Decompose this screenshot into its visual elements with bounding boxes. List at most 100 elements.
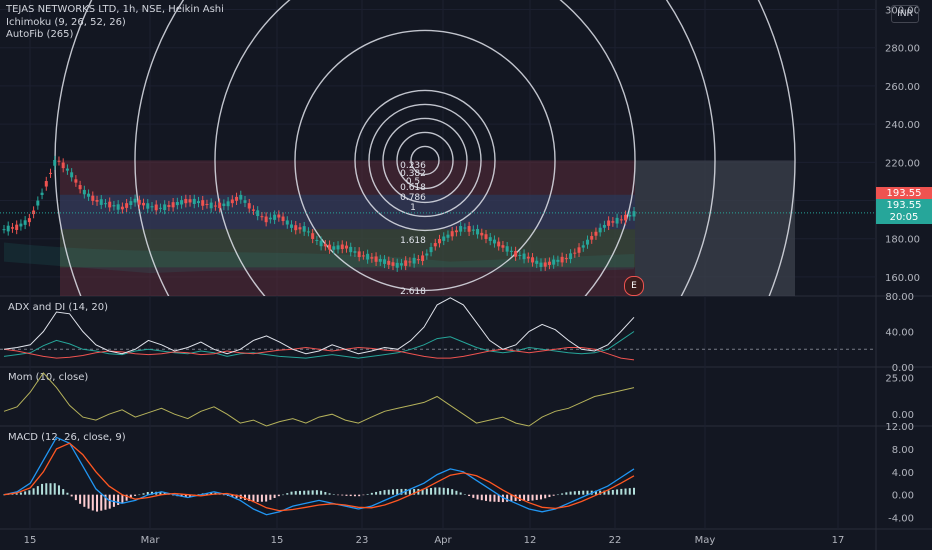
macd-tick-label: 0.00 <box>892 491 914 502</box>
macd-histogram-bar <box>74 494 77 501</box>
fib-arc <box>294 29 556 292</box>
candle-body <box>471 229 475 231</box>
current-price-badge: 193.55 <box>876 199 932 212</box>
momentum-line <box>3 372 635 427</box>
candle-body <box>150 206 154 208</box>
macd-histogram-bar <box>134 494 137 496</box>
macd-histogram-bar <box>125 494 128 501</box>
price-tick-label: 180.00 <box>885 235 920 246</box>
candle-body <box>163 204 167 211</box>
price-tick-label: 240.00 <box>885 120 920 131</box>
candle-body <box>298 227 302 230</box>
macd-histogram-bar <box>523 494 526 501</box>
macd-histogram-bar <box>548 494 551 498</box>
candle-body <box>484 234 488 239</box>
macd-histogram-bar <box>569 491 572 495</box>
candle-body <box>357 251 361 258</box>
earnings-marker[interactable]: E <box>624 276 644 296</box>
macd-histogram-bar <box>222 494 225 496</box>
macd-histogram-bar <box>49 483 52 495</box>
candle-body <box>103 203 107 205</box>
candle-body <box>188 199 192 203</box>
macd-histogram-bar <box>556 494 559 496</box>
macd-histogram-bar <box>375 491 378 495</box>
macd-histogram-bar <box>628 488 631 495</box>
candle-body <box>91 195 95 201</box>
candle-body <box>290 224 294 228</box>
candle-body <box>340 244 344 250</box>
candle-body <box>624 214 628 221</box>
candle-body <box>192 198 196 205</box>
macd-histogram-bar <box>248 494 251 502</box>
candle-body <box>539 262 543 267</box>
time-tick-label: Mar <box>141 535 161 546</box>
candle-body <box>467 226 471 232</box>
macd-histogram-bar <box>303 490 306 495</box>
macd-histogram-bar <box>624 488 627 495</box>
fib-arc <box>134 0 716 296</box>
macd-tick-label: 8.00 <box>892 445 914 456</box>
candle-body <box>429 247 433 253</box>
macd-histogram-bar <box>455 490 458 495</box>
fib-level-label: 0.5 <box>406 177 420 187</box>
candle-body <box>74 179 78 183</box>
macd-histogram-bar <box>413 488 416 495</box>
candle-body <box>378 258 382 262</box>
currency-button[interactable]: INR <box>891 5 919 23</box>
candle-body <box>492 239 496 244</box>
candle-body <box>209 202 213 209</box>
candle-body <box>628 214 632 217</box>
macd-histogram-bar <box>36 486 39 495</box>
time-tick-label: 17 <box>832 535 845 546</box>
candle-body <box>53 159 57 166</box>
candle-body <box>116 204 120 210</box>
candle-body <box>522 253 526 260</box>
candle-body <box>438 239 442 244</box>
macd-histogram-bar <box>320 490 323 495</box>
candle-body <box>361 255 365 257</box>
candle-body <box>239 194 243 200</box>
candle-body <box>247 203 251 209</box>
fib-level-label: 0.618 <box>400 183 426 193</box>
macd-histogram-bar <box>442 487 445 495</box>
macd-histogram-bar <box>607 490 610 495</box>
candle-body <box>19 223 23 227</box>
fib-arc <box>354 89 496 232</box>
macd-histogram-bar <box>358 494 361 497</box>
adx-tick-label: 0.00 <box>892 363 914 374</box>
macd-histogram-bar <box>57 485 60 495</box>
macd-histogram-bar <box>87 494 90 509</box>
candle-body <box>65 168 69 171</box>
macd-line <box>3 436 635 516</box>
candle-body <box>36 200 40 206</box>
macd-histogram-bar <box>328 493 331 495</box>
macd-histogram-bar <box>53 483 56 495</box>
ichimoku-legend: Ichimoku (9, 26, 52, 26) <box>6 17 126 28</box>
signal-line <box>3 442 635 512</box>
price-tick-label: 260.00 <box>885 82 920 93</box>
macd-histogram-bar <box>506 494 509 502</box>
last-close-badge: 193.55 <box>876 187 932 200</box>
candle-body <box>535 260 539 264</box>
candle-body <box>488 237 492 241</box>
candle-body <box>10 227 14 229</box>
candle-body <box>129 201 133 205</box>
macd-histogram-bar <box>112 494 115 507</box>
macd-histogram-bar <box>104 494 107 510</box>
candle-body <box>391 262 395 266</box>
macd-histogram-bar <box>3 494 5 496</box>
candle-body <box>509 250 513 252</box>
macd-histogram-bar <box>421 488 424 495</box>
macd-histogram-bar <box>425 488 428 495</box>
candle-body <box>285 220 289 225</box>
candle-body <box>171 202 175 208</box>
candle-body <box>260 216 264 218</box>
candle-body <box>366 253 370 260</box>
fib-arc <box>410 145 440 176</box>
macd-histogram-bar <box>83 494 86 507</box>
candle-body <box>383 259 387 264</box>
candle-body <box>32 210 36 215</box>
candle-body <box>531 257 535 263</box>
